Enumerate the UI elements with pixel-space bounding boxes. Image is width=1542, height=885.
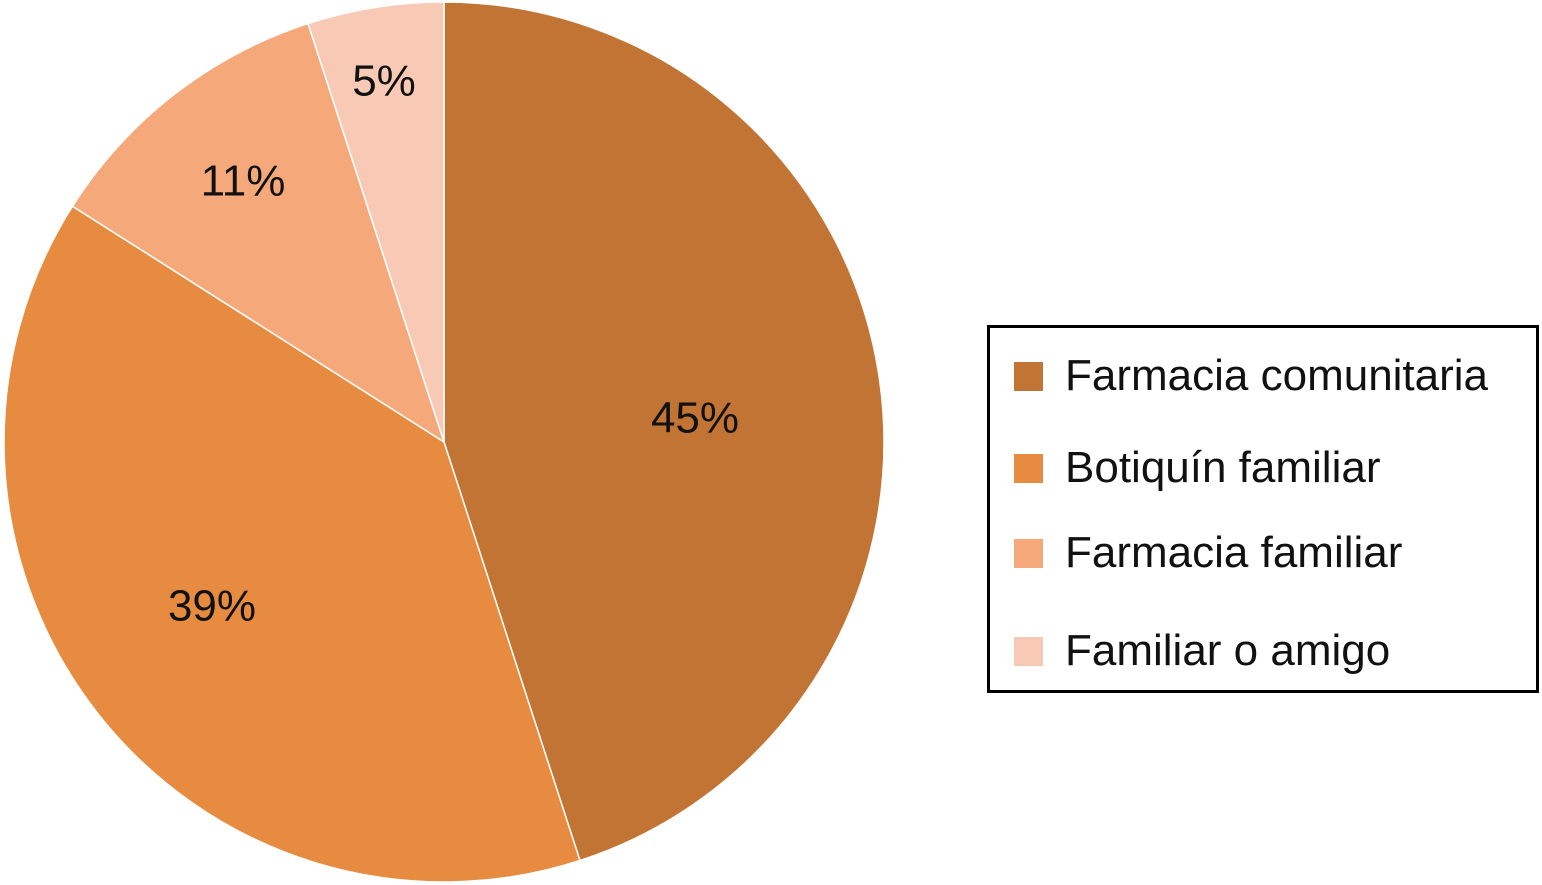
- legend-label: Farmacia comunitaria: [1065, 351, 1489, 400]
- pie-slices: [3, 1, 885, 883]
- pie-slice-familiar-o-amigo: [307, 1, 445, 443]
- pie-slice-farmacia-comunitaria: [443, 1, 885, 862]
- legend-label: Botiquín familiar: [1065, 443, 1381, 492]
- chart-legend: Farmacia comunitaria Botiquín familiar F…: [987, 325, 1539, 693]
- data-label-farmacia-comunitaria: 45%: [651, 394, 739, 443]
- legend-item-familiar-o-amigo: Familiar o amigo: [1014, 621, 1390, 681]
- legend-swatch: [1014, 538, 1043, 568]
- legend-item-botiquin-familiar: Botiquín familiar: [1014, 438, 1380, 498]
- pie-slice-botiquin-familiar: [3, 205, 581, 883]
- legend-swatch: [1014, 636, 1043, 666]
- data-label-farmacia-familiar: 11%: [201, 157, 286, 206]
- legend-swatch: [1014, 361, 1043, 391]
- legend-swatch: [1014, 453, 1043, 483]
- pie-data-labels: 45% 39% 11% 5%: [168, 57, 739, 631]
- pie-slice-farmacia-familiar: [71, 22, 446, 444]
- legend-item-farmacia-familiar: Farmacia familiar: [1014, 523, 1402, 583]
- data-label-familiar-o-amigo: 5%: [352, 57, 416, 106]
- legend-label: Farmacia familiar: [1065, 528, 1403, 577]
- legend-label: Familiar o amigo: [1065, 626, 1391, 675]
- legend-item-farmacia-comunitaria: Farmacia comunitaria: [1014, 346, 1488, 406]
- data-label-botiquin-familiar: 39%: [168, 582, 256, 631]
